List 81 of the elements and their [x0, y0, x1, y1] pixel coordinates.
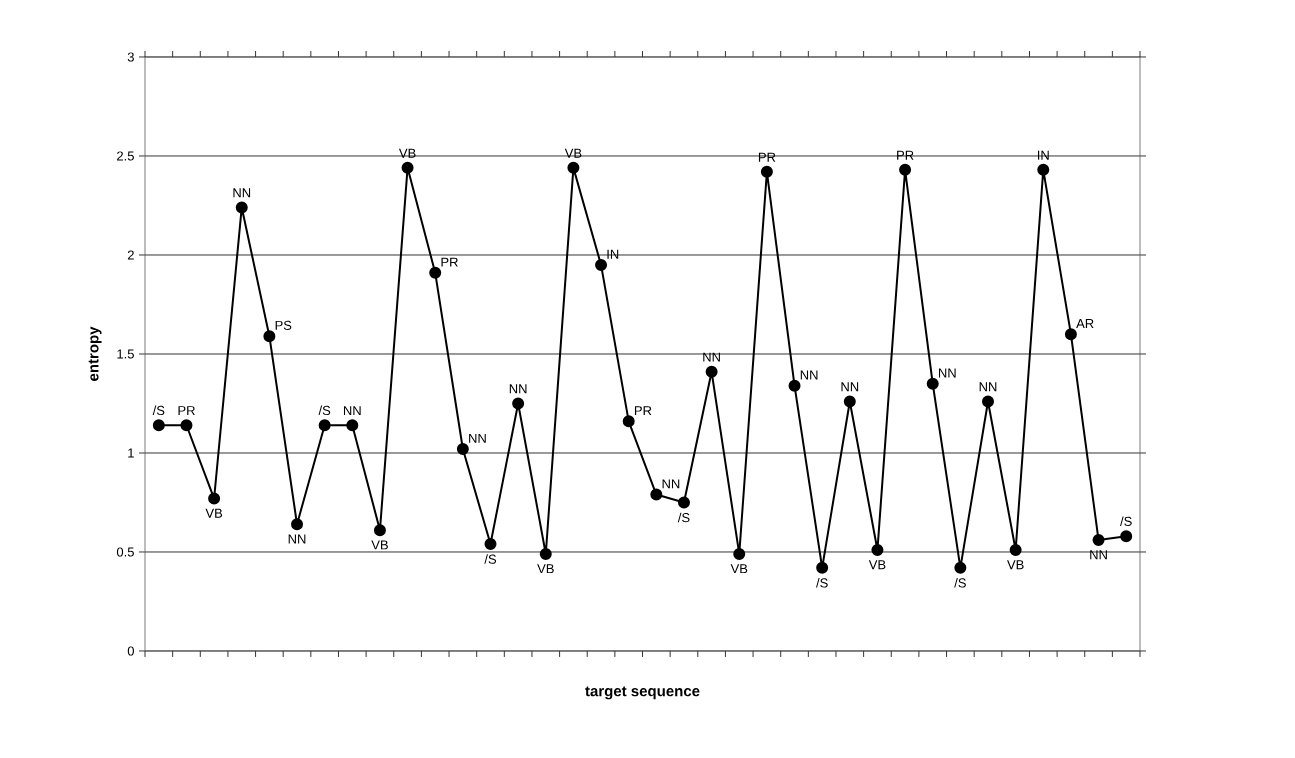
- point: [760, 165, 773, 178]
- point: [705, 365, 718, 378]
- point: [401, 161, 414, 174]
- data-label: IN: [1037, 150, 1049, 160]
- point: [677, 496, 690, 509]
- point: [816, 561, 829, 574]
- point: [180, 419, 193, 432]
- data-label: NN: [233, 188, 251, 198]
- point: [1037, 163, 1050, 176]
- point: [429, 266, 442, 279]
- data-label: PR: [441, 257, 458, 267]
- data-label: PR: [178, 406, 195, 416]
- point: [650, 488, 663, 501]
- y-tick-label: 2: [127, 250, 134, 260]
- data-label: VB: [537, 564, 554, 574]
- data-label: /S: [954, 578, 966, 588]
- data-label: PR: [634, 406, 652, 416]
- data-label: /S: [1120, 516, 1132, 526]
- y-tick-label: 2.5: [117, 151, 134, 161]
- point: [1120, 530, 1133, 543]
- data-label: VB: [371, 540, 388, 550]
- point: [843, 395, 856, 408]
- data-label: PR: [897, 150, 914, 160]
- point: [484, 538, 497, 551]
- point: [456, 443, 469, 456]
- y-tick-label: 1: [128, 448, 134, 458]
- point: [539, 547, 552, 560]
- point: [208, 492, 221, 505]
- y-tick-label: 3: [127, 52, 134, 62]
- data-label: VB: [205, 508, 223, 518]
- point: [346, 419, 359, 432]
- point: [788, 379, 801, 392]
- point: [954, 561, 967, 574]
- point: [1009, 544, 1022, 556]
- point: [263, 330, 276, 343]
- data-label: NN: [288, 534, 306, 544]
- point: [982, 395, 994, 408]
- point: [871, 544, 884, 556]
- data-label: /S: [816, 578, 828, 588]
- point: [595, 258, 608, 271]
- data-label: PS: [275, 320, 292, 330]
- data-label: IN: [607, 249, 619, 259]
- data-label: VB: [564, 148, 582, 158]
- data-label: /S: [318, 405, 331, 416]
- data-label: NN: [800, 370, 818, 380]
- data-label: NN: [841, 382, 859, 392]
- point: [622, 415, 635, 428]
- data-label: VB: [398, 148, 416, 158]
- data-label: VB: [730, 564, 748, 574]
- point: [373, 524, 386, 537]
- data-label: NN: [662, 479, 680, 489]
- data-label: /S: [484, 554, 497, 564]
- point: [235, 201, 248, 214]
- point: [1092, 534, 1105, 547]
- point: [1064, 328, 1077, 341]
- data-label: PR: [758, 152, 776, 162]
- y-axis-title: entropy: [88, 326, 102, 381]
- y-tick-label: 1.5: [117, 349, 134, 359]
- data-label: NN: [938, 368, 956, 378]
- data-label: NN: [343, 406, 361, 416]
- data-label: NN: [469, 433, 486, 443]
- point: [899, 163, 912, 176]
- y-tick-label: 0: [127, 646, 134, 656]
- point: [926, 377, 939, 390]
- point: [291, 518, 304, 531]
- data-label: NN: [509, 384, 527, 394]
- point: [512, 397, 525, 410]
- point: [318, 419, 331, 432]
- data-label: /S: [677, 512, 690, 523]
- data-label: VB: [1007, 560, 1024, 570]
- data-label: /S: [152, 405, 165, 416]
- data-label: VB: [868, 560, 886, 570]
- data-label: AR: [1076, 319, 1094, 328]
- point: [152, 419, 165, 432]
- data-label: NN: [1090, 550, 1107, 560]
- data-label: NN: [703, 352, 720, 362]
- data-label: NN: [979, 382, 997, 392]
- point: [567, 161, 580, 174]
- y-tick-label: 0.5: [116, 547, 134, 557]
- point: [733, 547, 746, 560]
- x-axis-title: target sequence: [585, 686, 700, 700]
